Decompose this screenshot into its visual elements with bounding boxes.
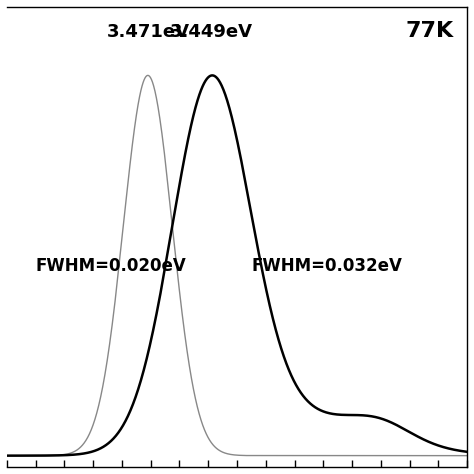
Text: FWHM=0.032eV: FWHM=0.032eV: [251, 256, 402, 274]
Text: 3.471eV: 3.471eV: [106, 23, 189, 41]
Text: 77K: 77K: [405, 21, 453, 41]
Text: FWHM=0.020eV: FWHM=0.020eV: [36, 256, 186, 274]
Text: 3.449eV: 3.449eV: [170, 23, 253, 41]
